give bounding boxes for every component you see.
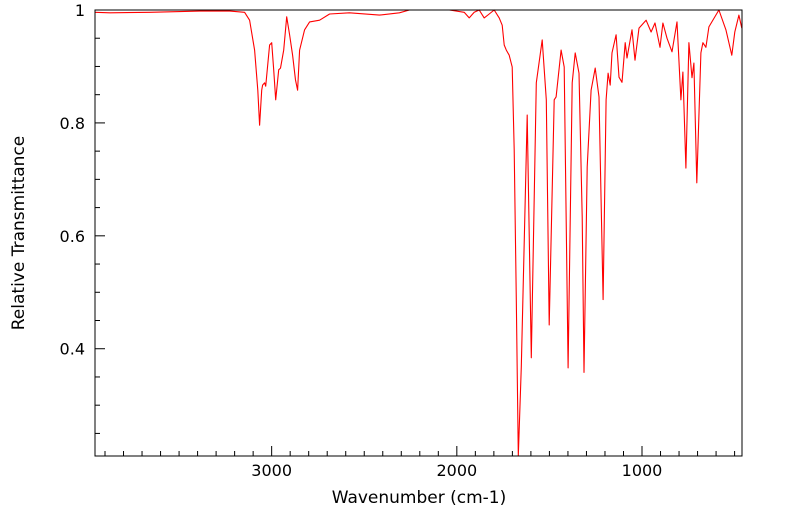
x-tick-label: 2000 bbox=[436, 461, 477, 480]
x-axis-title: Wavenumber (cm-1) bbox=[332, 488, 507, 508]
major-ticks bbox=[95, 9, 643, 456]
spectrum-line bbox=[94, 9, 743, 457]
y-tick-label: 0.6 bbox=[60, 227, 85, 246]
y-tick-label: 1 bbox=[75, 1, 85, 20]
minor-ticks bbox=[95, 37, 736, 456]
y-tick-label: 0.8 bbox=[60, 114, 85, 133]
x-tick-label: 3000 bbox=[251, 461, 292, 480]
y-axis-title: Relative Transmittance bbox=[9, 136, 29, 331]
x-tick-label: 1000 bbox=[622, 461, 663, 480]
y-tick-label: 0.4 bbox=[60, 340, 85, 359]
tick-labels: 3000 2000 1000 0.4 0.6 0.8 1 bbox=[60, 1, 663, 480]
plot-frame bbox=[94, 9, 743, 457]
